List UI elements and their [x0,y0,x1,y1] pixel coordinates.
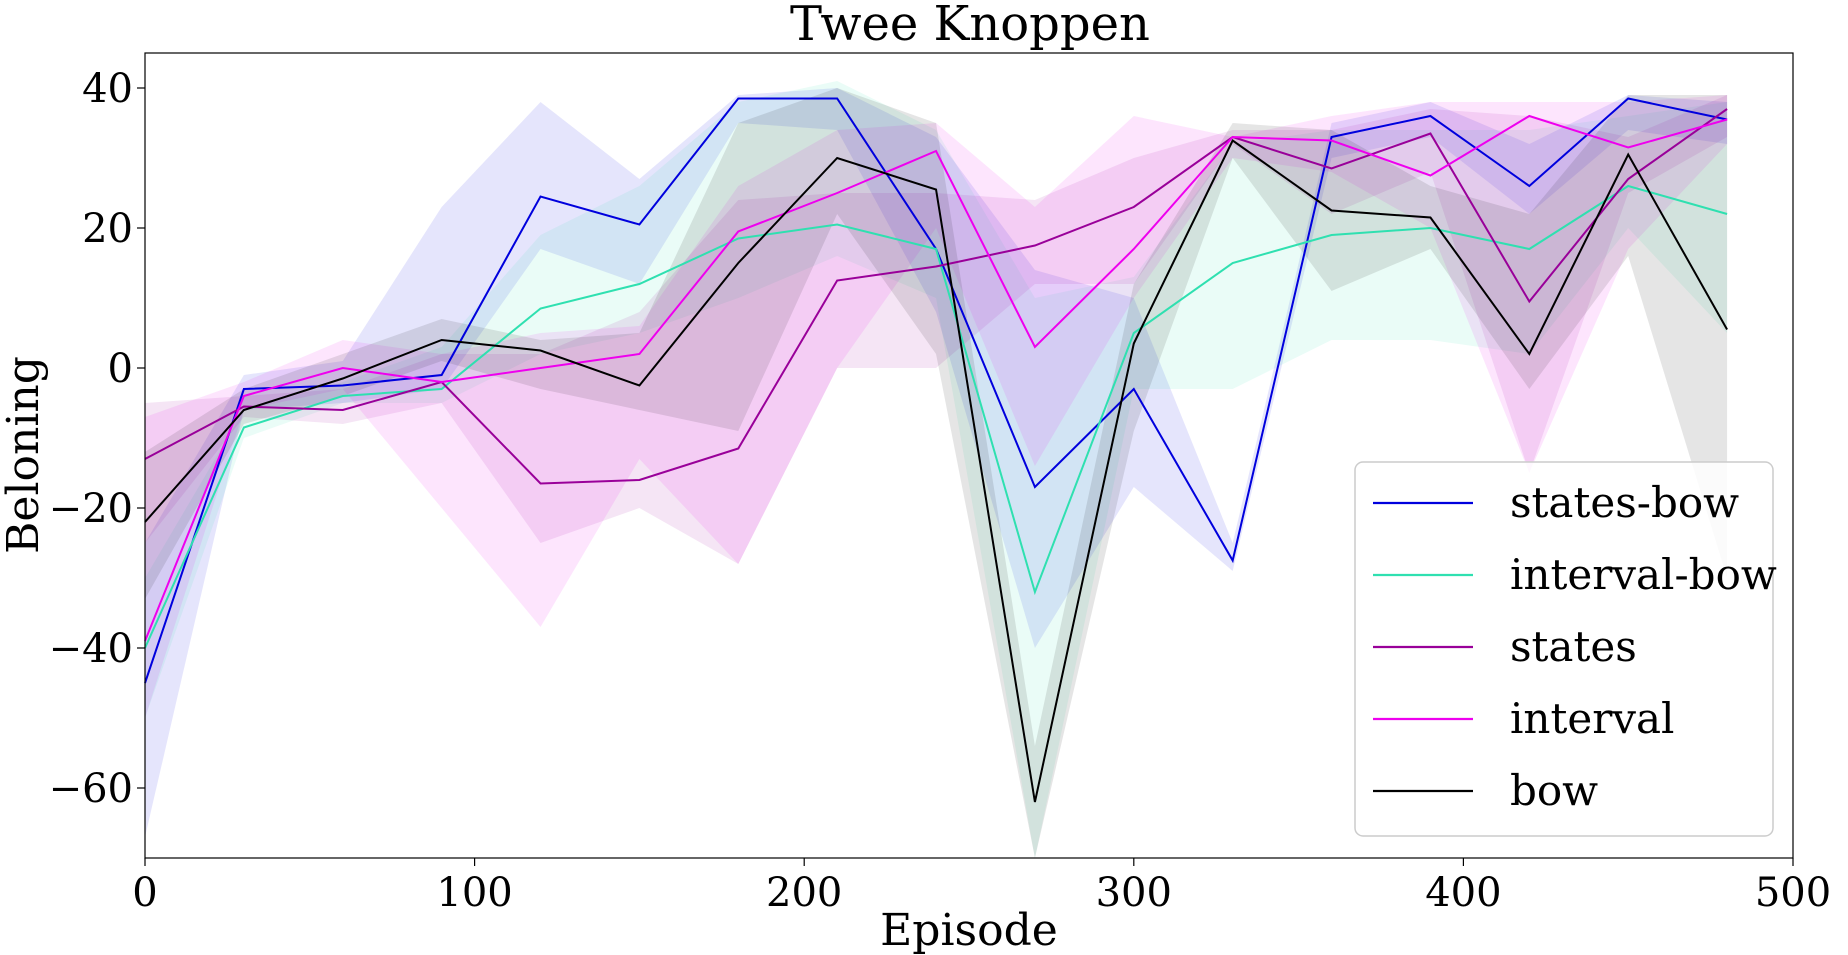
legend-label-interval: interval [1510,694,1675,743]
y-tick-label: 0 [108,346,133,392]
y-tick-label: −60 [49,766,133,812]
legend-label-interval-bow: interval-bow [1510,550,1777,599]
y-tick-label: −20 [49,486,133,532]
x-tick-label: 300 [1096,870,1172,916]
x-tick-label: 200 [766,870,842,916]
x-tick-label: 100 [436,870,512,916]
legend-label-bow: bow [1510,766,1598,815]
band-bow [145,88,1728,858]
y-axis-label: Beloning [0,356,49,554]
x-tick-label: 400 [1425,870,1501,916]
legend-label-states-bow: states-bow [1510,478,1739,527]
legend-label-states: states [1510,622,1637,671]
x-tick-label: 0 [132,870,157,916]
x-axis-ticks: 0 100 200 300 400 500 [132,858,1831,916]
y-tick-label: 20 [82,206,133,252]
band-interval-bow [145,81,1728,858]
band-interval [145,95,1728,718]
legend-items: states-bow interval-bow states interval bow [1373,478,1777,815]
band-states [145,95,1728,564]
x-axis-label: Episode [880,905,1058,955]
confidence-bands [145,81,1728,858]
plot-frame [144,52,1794,859]
x-tick-label: 500 [1755,870,1831,916]
y-tick-label: −40 [49,626,133,672]
y-tick-label: 40 [82,66,133,112]
band-states-bow [145,88,1728,837]
series-lines [144,97,1728,803]
y-axis-ticks: −60 −40 −20 0 20 40 [49,66,145,812]
legend: states-bow interval-bow states interval bow [1354,461,1777,837]
chart-title: Twee Knoppen [790,0,1150,52]
legend-box [1354,461,1774,837]
